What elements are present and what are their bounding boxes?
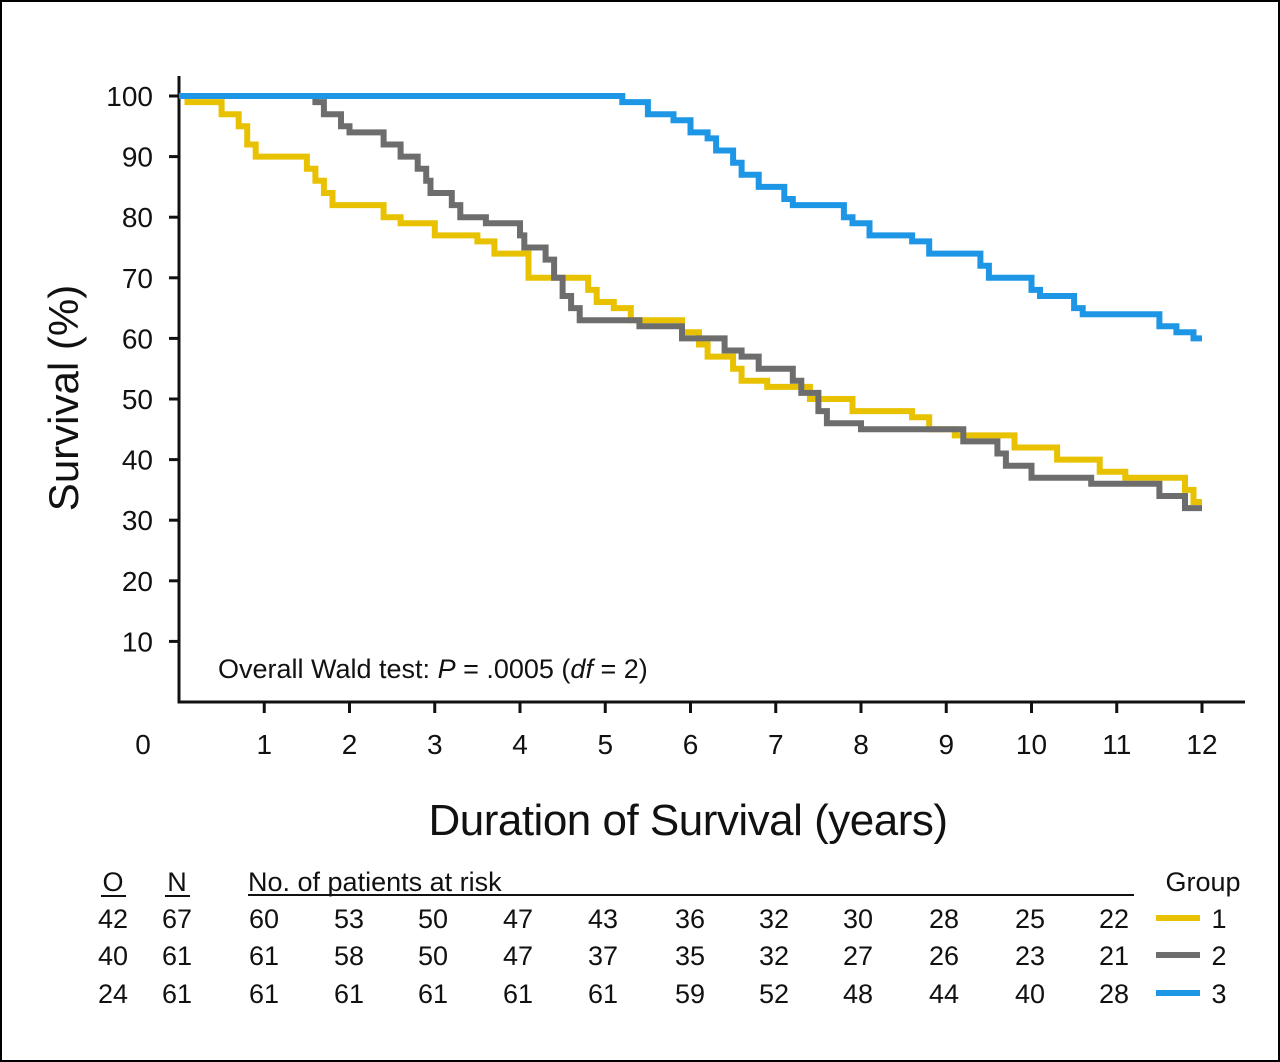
risk-count: 30: [843, 904, 873, 934]
x-tick-label: 1: [256, 729, 272, 760]
wald-df-value: = 2): [593, 654, 648, 684]
risk-count: 25: [1015, 904, 1045, 934]
y-tick-label: 50: [122, 384, 153, 415]
legend-group-label: 3: [1211, 979, 1226, 1009]
x-tick-label: 2: [342, 729, 358, 760]
x-tick-label: 10: [1016, 729, 1047, 760]
risk-group-header: Group: [1165, 867, 1240, 897]
x-origin-label: 0: [135, 729, 151, 760]
y-tick-label: 40: [122, 445, 153, 476]
risk-count: 60: [249, 904, 279, 934]
risk-table: O N No. of patients at risk Group 42 67 60…: [98, 867, 1241, 1009]
survival-curve-group-3: [179, 93, 1202, 342]
y-tick-label: 100: [106, 81, 153, 112]
risk-col-o-header: O: [102, 867, 123, 897]
risk-count: 50: [418, 941, 448, 971]
risk-count: 35: [675, 941, 705, 971]
x-axis-label: Duration of Survival (years): [428, 796, 947, 845]
risk-row-o: 42: [98, 904, 128, 934]
risk-count: 43: [588, 904, 618, 934]
risk-count: 53: [334, 904, 364, 934]
x-tick-label: 11: [1102, 729, 1131, 760]
x-tick-label: 5: [597, 729, 613, 760]
x-tick-label: 9: [938, 729, 954, 760]
risk-count: 40: [1015, 979, 1045, 1009]
y-tick-label: 90: [122, 142, 153, 173]
x-tick-label: 6: [683, 729, 699, 760]
x-tick-label: 3: [427, 729, 443, 760]
y-tick-label: 80: [122, 202, 153, 233]
risk-count: 21: [1099, 941, 1129, 971]
risk-count: 61: [503, 979, 533, 1009]
risk-row-o: 24: [98, 979, 128, 1009]
risk-count: 37: [588, 941, 618, 971]
risk-count: 61: [334, 979, 364, 1009]
risk-count: 36: [675, 904, 705, 934]
x-tick-label: 4: [512, 729, 528, 760]
risk-row-n: 67: [162, 904, 192, 934]
x-tick-label: 12: [1186, 729, 1217, 760]
risk-row-n: 61: [162, 941, 192, 971]
wald-df-label: df: [570, 654, 595, 684]
risk-count: 32: [759, 941, 789, 971]
survival-curve-group-2: [179, 93, 1202, 512]
y-axis-label: Survival (%): [40, 285, 87, 511]
legend-group-label: 2: [1211, 941, 1226, 971]
risk-count: 48: [843, 979, 873, 1009]
risk-row-n: 61: [162, 979, 192, 1009]
legend-group-label: 1: [1211, 904, 1226, 934]
series-layer: [179, 93, 1202, 512]
risk-count: 28: [1099, 979, 1129, 1009]
risk-count: 28: [929, 904, 959, 934]
risk-rows: 42 67 60 53 50 47 43 36 32 30 28 25 22 140 61 61 58 50 47 3…: [98, 904, 1227, 1009]
y-tick-label: 30: [122, 505, 153, 536]
risk-count: 61: [418, 979, 448, 1009]
risk-count: 52: [759, 979, 789, 1009]
risk-count: 47: [503, 904, 533, 934]
survival-curve-group-1: [179, 93, 1202, 505]
risk-count: 27: [843, 941, 873, 971]
y-tick-label: 60: [122, 323, 153, 354]
x-tick-label: 8: [853, 729, 869, 760]
risk-count: 61: [249, 941, 279, 971]
y-tick-label: 10: [122, 626, 153, 657]
y-tick-label: 70: [122, 263, 153, 294]
risk-count: 44: [929, 979, 959, 1009]
risk-count: 23: [1015, 941, 1045, 971]
risk-count: 61: [249, 979, 279, 1009]
wald-prefix: Overall Wald test:: [218, 654, 438, 684]
x-tick-label: 7: [768, 729, 784, 760]
risk-count: 47: [503, 941, 533, 971]
risk-count: 61: [588, 979, 618, 1009]
wald-test-annotation: Overall Wald test: P = .0005 (df = 2): [218, 654, 648, 684]
risk-count: 50: [418, 904, 448, 934]
risk-col-n-header: N: [167, 867, 187, 897]
risk-row-o: 40: [98, 941, 128, 971]
risk-count: 59: [675, 979, 705, 1009]
risk-count: 32: [759, 904, 789, 934]
risk-count: 58: [334, 941, 364, 971]
risk-count: 26: [929, 941, 959, 971]
wald-p-value: = .0005 (: [456, 654, 571, 684]
y-tick-label: 20: [122, 566, 153, 597]
risk-count: 22: [1099, 904, 1129, 934]
risk-heading: No. of patients at risk: [248, 867, 502, 897]
wald-p-label: P: [438, 654, 456, 684]
